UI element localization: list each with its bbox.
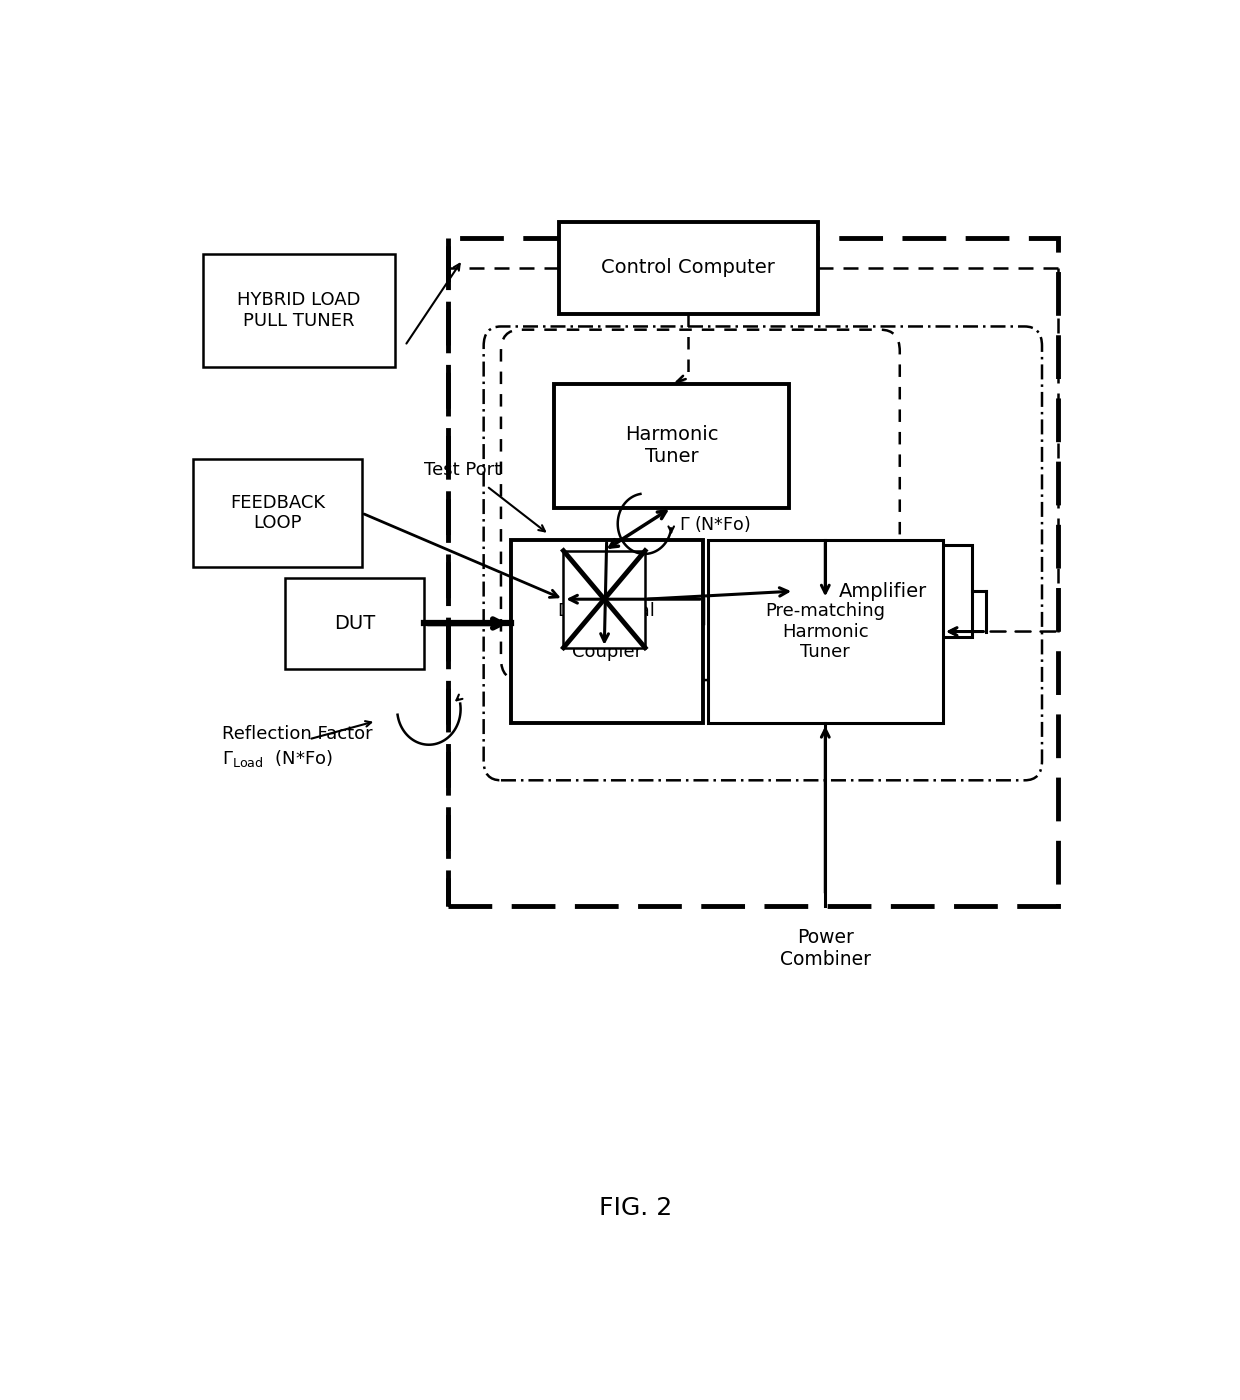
Text: Control Computer: Control Computer — [601, 258, 775, 277]
Bar — [285, 578, 424, 669]
Text: Amplifier: Amplifier — [838, 581, 928, 601]
Bar — [554, 384, 789, 508]
Bar — [511, 540, 703, 724]
Text: Pre-matching
Harmonic
Tuner: Pre-matching Harmonic Tuner — [765, 602, 885, 661]
Text: $\Gamma_{\rm Load}$  (N*Fo): $\Gamma_{\rm Load}$ (N*Fo) — [222, 748, 334, 769]
Bar — [448, 238, 1059, 906]
Text: DUT: DUT — [334, 615, 374, 633]
Text: Test Port: Test Port — [424, 461, 501, 479]
Bar — [708, 540, 942, 724]
Text: Directional
Signal
Coupler: Directional Signal Coupler — [558, 602, 656, 661]
Text: $\Gamma$ (N*Fo): $\Gamma$ (N*Fo) — [680, 514, 750, 533]
Text: Power
Combiner: Power Combiner — [780, 928, 870, 969]
Bar — [203, 255, 396, 367]
Text: FIG. 2: FIG. 2 — [599, 1196, 672, 1221]
Text: Harmonic
Tuner: Harmonic Tuner — [625, 426, 718, 466]
Bar — [563, 550, 645, 648]
Bar — [558, 223, 818, 314]
Text: Reflection Factor: Reflection Factor — [222, 725, 373, 743]
Text: FEEDBACK
LOOP: FEEDBACK LOOP — [229, 494, 325, 532]
Bar — [794, 546, 972, 637]
Text: HYBRID LOAD
PULL TUNER: HYBRID LOAD PULL TUNER — [237, 291, 361, 330]
Bar — [193, 459, 362, 567]
